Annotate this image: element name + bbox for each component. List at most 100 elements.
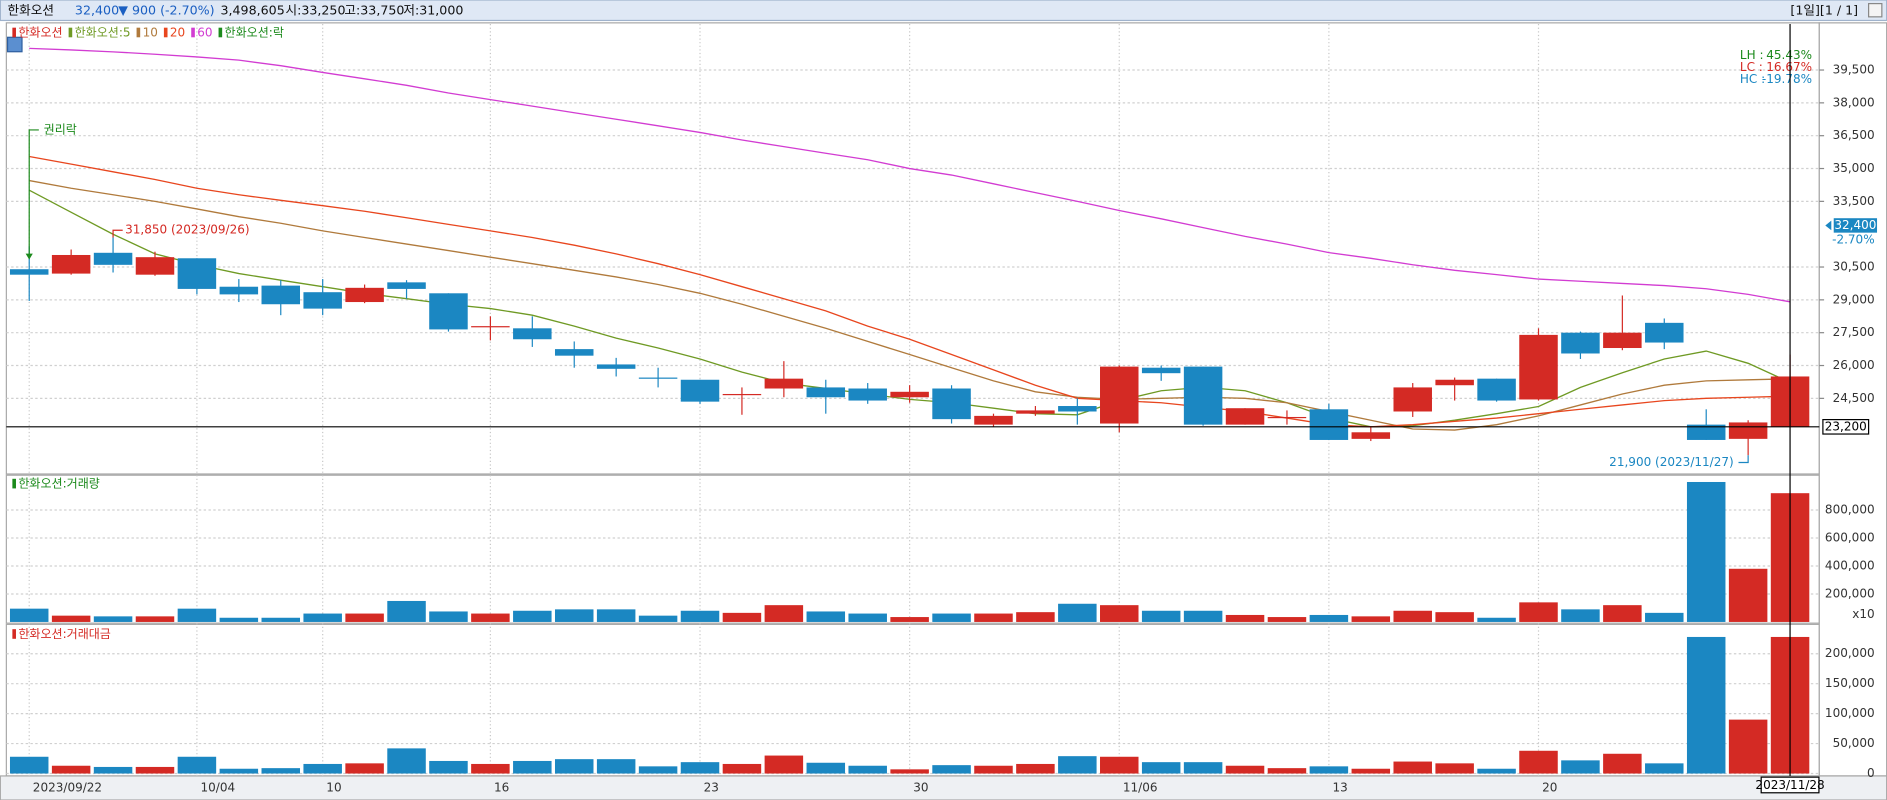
bar xyxy=(1561,609,1600,622)
candle-body xyxy=(1183,366,1223,425)
candle-body xyxy=(890,391,929,398)
bar xyxy=(51,615,91,622)
volume-panel xyxy=(5,474,1820,624)
change: ▼ 900 (-2.70%) xyxy=(118,2,214,17)
bar xyxy=(638,615,678,622)
y-tick-label: 29,000 xyxy=(1833,292,1875,306)
bar xyxy=(806,762,846,774)
y-tick-label: 800,000 xyxy=(1825,502,1875,516)
bar xyxy=(387,748,426,774)
bar xyxy=(1561,760,1600,774)
candle-body xyxy=(177,258,217,289)
legend-entry: 한화오션:락 xyxy=(225,26,284,40)
x-tick-label: 11/06 xyxy=(1123,780,1158,794)
bar xyxy=(1603,753,1642,774)
ma-line xyxy=(29,155,1791,428)
bar xyxy=(1100,756,1139,774)
current-label: 32,400 xyxy=(1834,218,1876,232)
stat-value: 16.67% xyxy=(1766,60,1812,74)
window-button[interactable] xyxy=(1868,3,1883,18)
candle-body xyxy=(1141,367,1181,374)
panel-swatch xyxy=(12,478,16,489)
legend-swatch xyxy=(163,27,168,38)
legend-entry: 10 xyxy=(143,26,158,40)
candle-body xyxy=(1603,332,1642,349)
current-marker xyxy=(1825,220,1832,231)
low: 저:31,000 xyxy=(403,2,463,17)
bar xyxy=(135,766,175,774)
x-tick-label: 23 xyxy=(704,780,719,794)
candle-body xyxy=(1351,432,1391,439)
candle-body xyxy=(345,287,384,303)
max-label: 31,850 (2023/09/26) xyxy=(125,223,249,237)
bar xyxy=(638,766,678,774)
bar xyxy=(554,609,594,622)
min-arrow xyxy=(1738,455,1749,464)
bar xyxy=(1603,605,1642,622)
bar xyxy=(1686,481,1726,622)
legend-entry: 20 xyxy=(170,26,185,40)
bar xyxy=(1728,719,1768,774)
bar xyxy=(1351,616,1391,622)
bar xyxy=(1225,614,1265,622)
ma-line xyxy=(29,47,1791,303)
candle-body xyxy=(680,379,720,402)
bar xyxy=(1141,610,1181,622)
candle-body xyxy=(9,269,49,275)
bar xyxy=(9,608,49,622)
high: 고:33,750 xyxy=(344,2,404,17)
current-box xyxy=(1833,218,1878,233)
bar xyxy=(1435,763,1474,774)
candle-body xyxy=(303,292,342,309)
y-tick-label: 36,500 xyxy=(1833,128,1875,142)
candle-body xyxy=(93,252,133,265)
bar xyxy=(848,765,887,774)
candle-body xyxy=(1686,424,1726,440)
x-tick-label: 30 xyxy=(913,780,928,794)
bar xyxy=(932,613,971,622)
bar xyxy=(1016,612,1055,622)
price-panel xyxy=(5,22,1820,475)
candle-body xyxy=(1645,322,1684,343)
bar xyxy=(596,759,636,774)
bar xyxy=(1435,612,1474,622)
bar xyxy=(471,763,510,774)
bar xyxy=(764,605,804,622)
bar xyxy=(471,613,510,622)
current-change: -2.70% xyxy=(1832,232,1875,246)
adjustment-marker xyxy=(28,129,39,258)
x-tick-label: 2023/09/22 xyxy=(33,780,102,794)
bar xyxy=(974,613,1013,622)
bar xyxy=(1686,636,1726,774)
bar xyxy=(219,617,259,622)
candle-body xyxy=(1100,366,1139,424)
stat-name: LH : xyxy=(1740,48,1764,62)
legend-swatch xyxy=(68,27,73,38)
adjustment-label: 권리락 xyxy=(44,122,77,136)
bar xyxy=(1519,602,1558,622)
bar xyxy=(1141,762,1181,774)
bar xyxy=(9,756,49,774)
bar xyxy=(513,610,552,622)
period[interactable]: [1일][1 / 1] xyxy=(1790,2,1858,17)
bar xyxy=(806,611,846,622)
y-tick-label: 38,000 xyxy=(1833,95,1875,109)
legend-entry: 60 xyxy=(197,26,212,40)
bar xyxy=(1477,617,1516,622)
candle-body xyxy=(1267,416,1307,419)
bar xyxy=(1183,762,1223,774)
bar xyxy=(261,768,301,774)
legend-entry: 한화오션:5 xyxy=(75,26,131,40)
candle-body xyxy=(638,377,678,379)
bar xyxy=(1267,768,1307,774)
panel-title: 한화오션:거래량 xyxy=(18,477,99,491)
y-tick-label: 200,000 xyxy=(1825,586,1875,600)
bar xyxy=(303,763,342,774)
panel-swatch xyxy=(12,629,16,639)
y-tick-label: 39,500 xyxy=(1833,63,1875,77)
bar xyxy=(764,755,804,774)
stock-name: 한화오션 xyxy=(8,2,54,17)
y-tick-label: 150,000 xyxy=(1825,676,1875,690)
y-tick-label: 26,000 xyxy=(1833,358,1875,372)
